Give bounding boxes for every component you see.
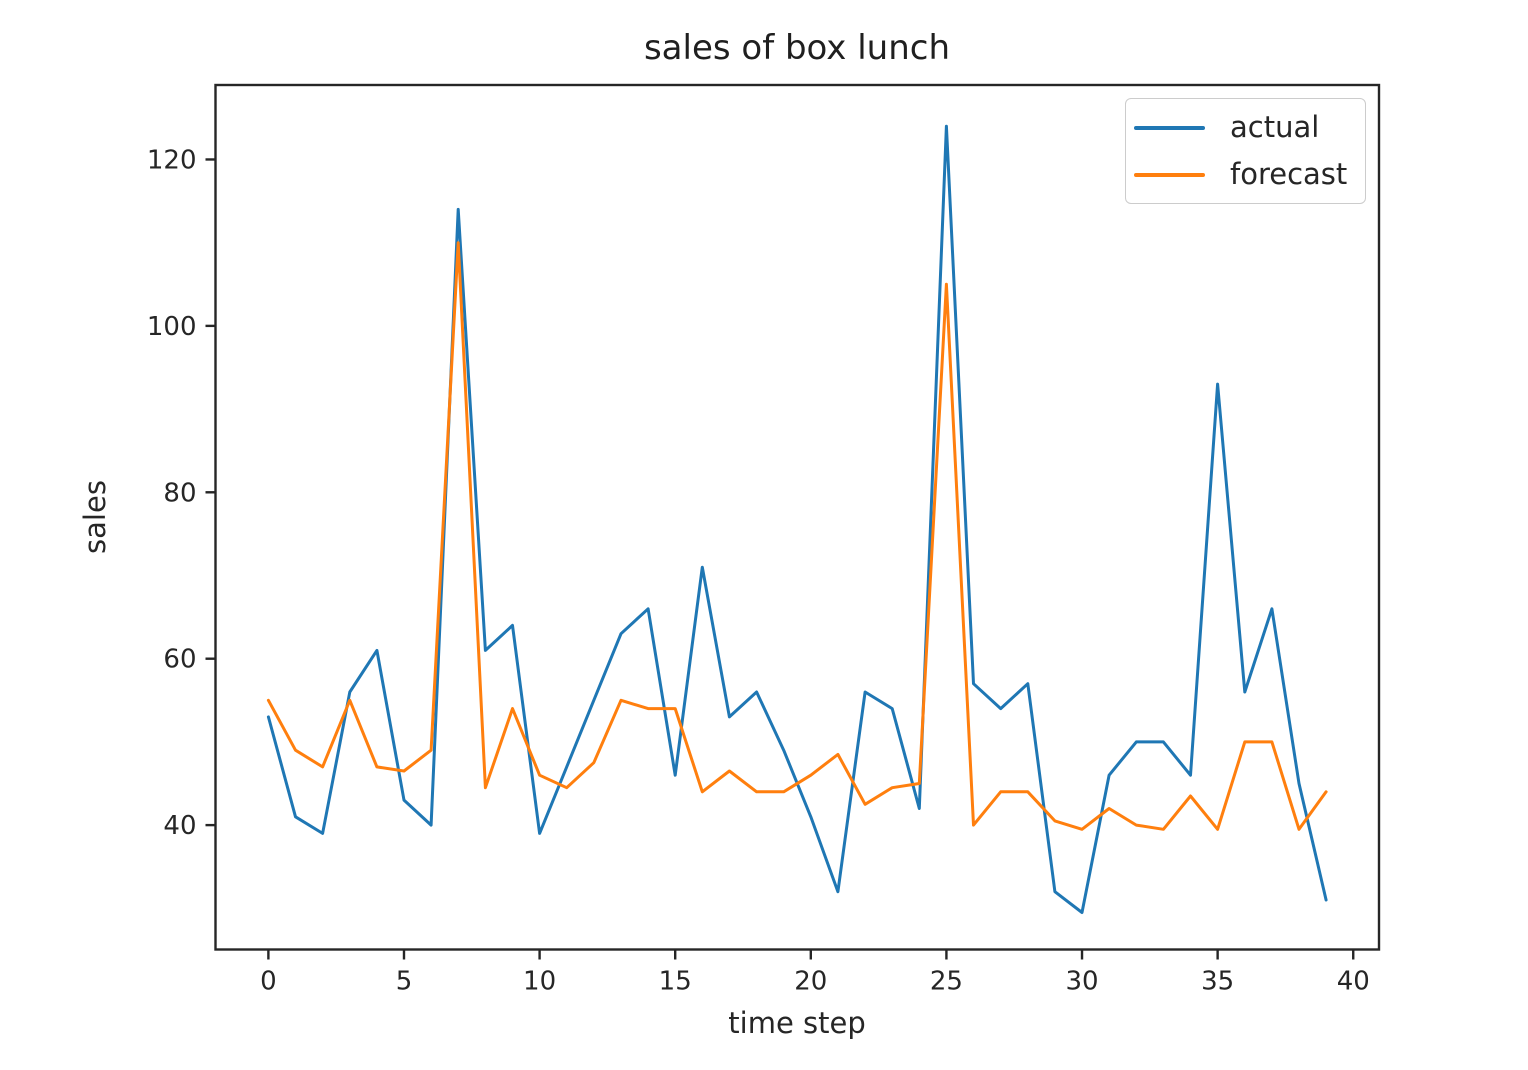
legend-line-sample-actual bbox=[1134, 125, 1205, 130]
plot-frame bbox=[214, 83, 1381, 951]
x-tick-label: 10 bbox=[523, 967, 556, 997]
y-axis-label: sales bbox=[78, 480, 112, 554]
x-tick-label: 20 bbox=[794, 967, 827, 997]
y-tick-label: 40 bbox=[163, 811, 196, 841]
y-tick-label: 60 bbox=[163, 645, 196, 675]
x-tick-label: 15 bbox=[659, 967, 692, 997]
x-tick-label: 35 bbox=[1201, 967, 1234, 997]
x-axis-label: time step bbox=[728, 1006, 866, 1040]
series-line-actual bbox=[266, 124, 1328, 914]
x-tick-label: 40 bbox=[1337, 967, 1370, 997]
y-tick-label: 120 bbox=[147, 145, 197, 175]
legend: actual forecast bbox=[1125, 98, 1366, 204]
x-tick-label: 5 bbox=[396, 967, 413, 997]
series-line-forecast bbox=[266, 241, 1328, 831]
legend-label-forecast: forecast bbox=[1230, 157, 1348, 191]
legend-label-actual: actual bbox=[1230, 110, 1320, 144]
chart-title: sales of box lunch bbox=[643, 28, 951, 68]
x-tick-label: 30 bbox=[1065, 967, 1098, 997]
x-tick-label: 25 bbox=[930, 967, 963, 997]
legend-line-sample-forecast bbox=[1134, 172, 1205, 177]
y-tick-label: 100 bbox=[147, 312, 197, 342]
legend-entry-actual: actual bbox=[1134, 104, 1355, 151]
y-tick-label: 80 bbox=[163, 478, 196, 508]
x-tick-label: 0 bbox=[260, 967, 277, 997]
legend-entry-forecast: forecast bbox=[1134, 151, 1355, 198]
